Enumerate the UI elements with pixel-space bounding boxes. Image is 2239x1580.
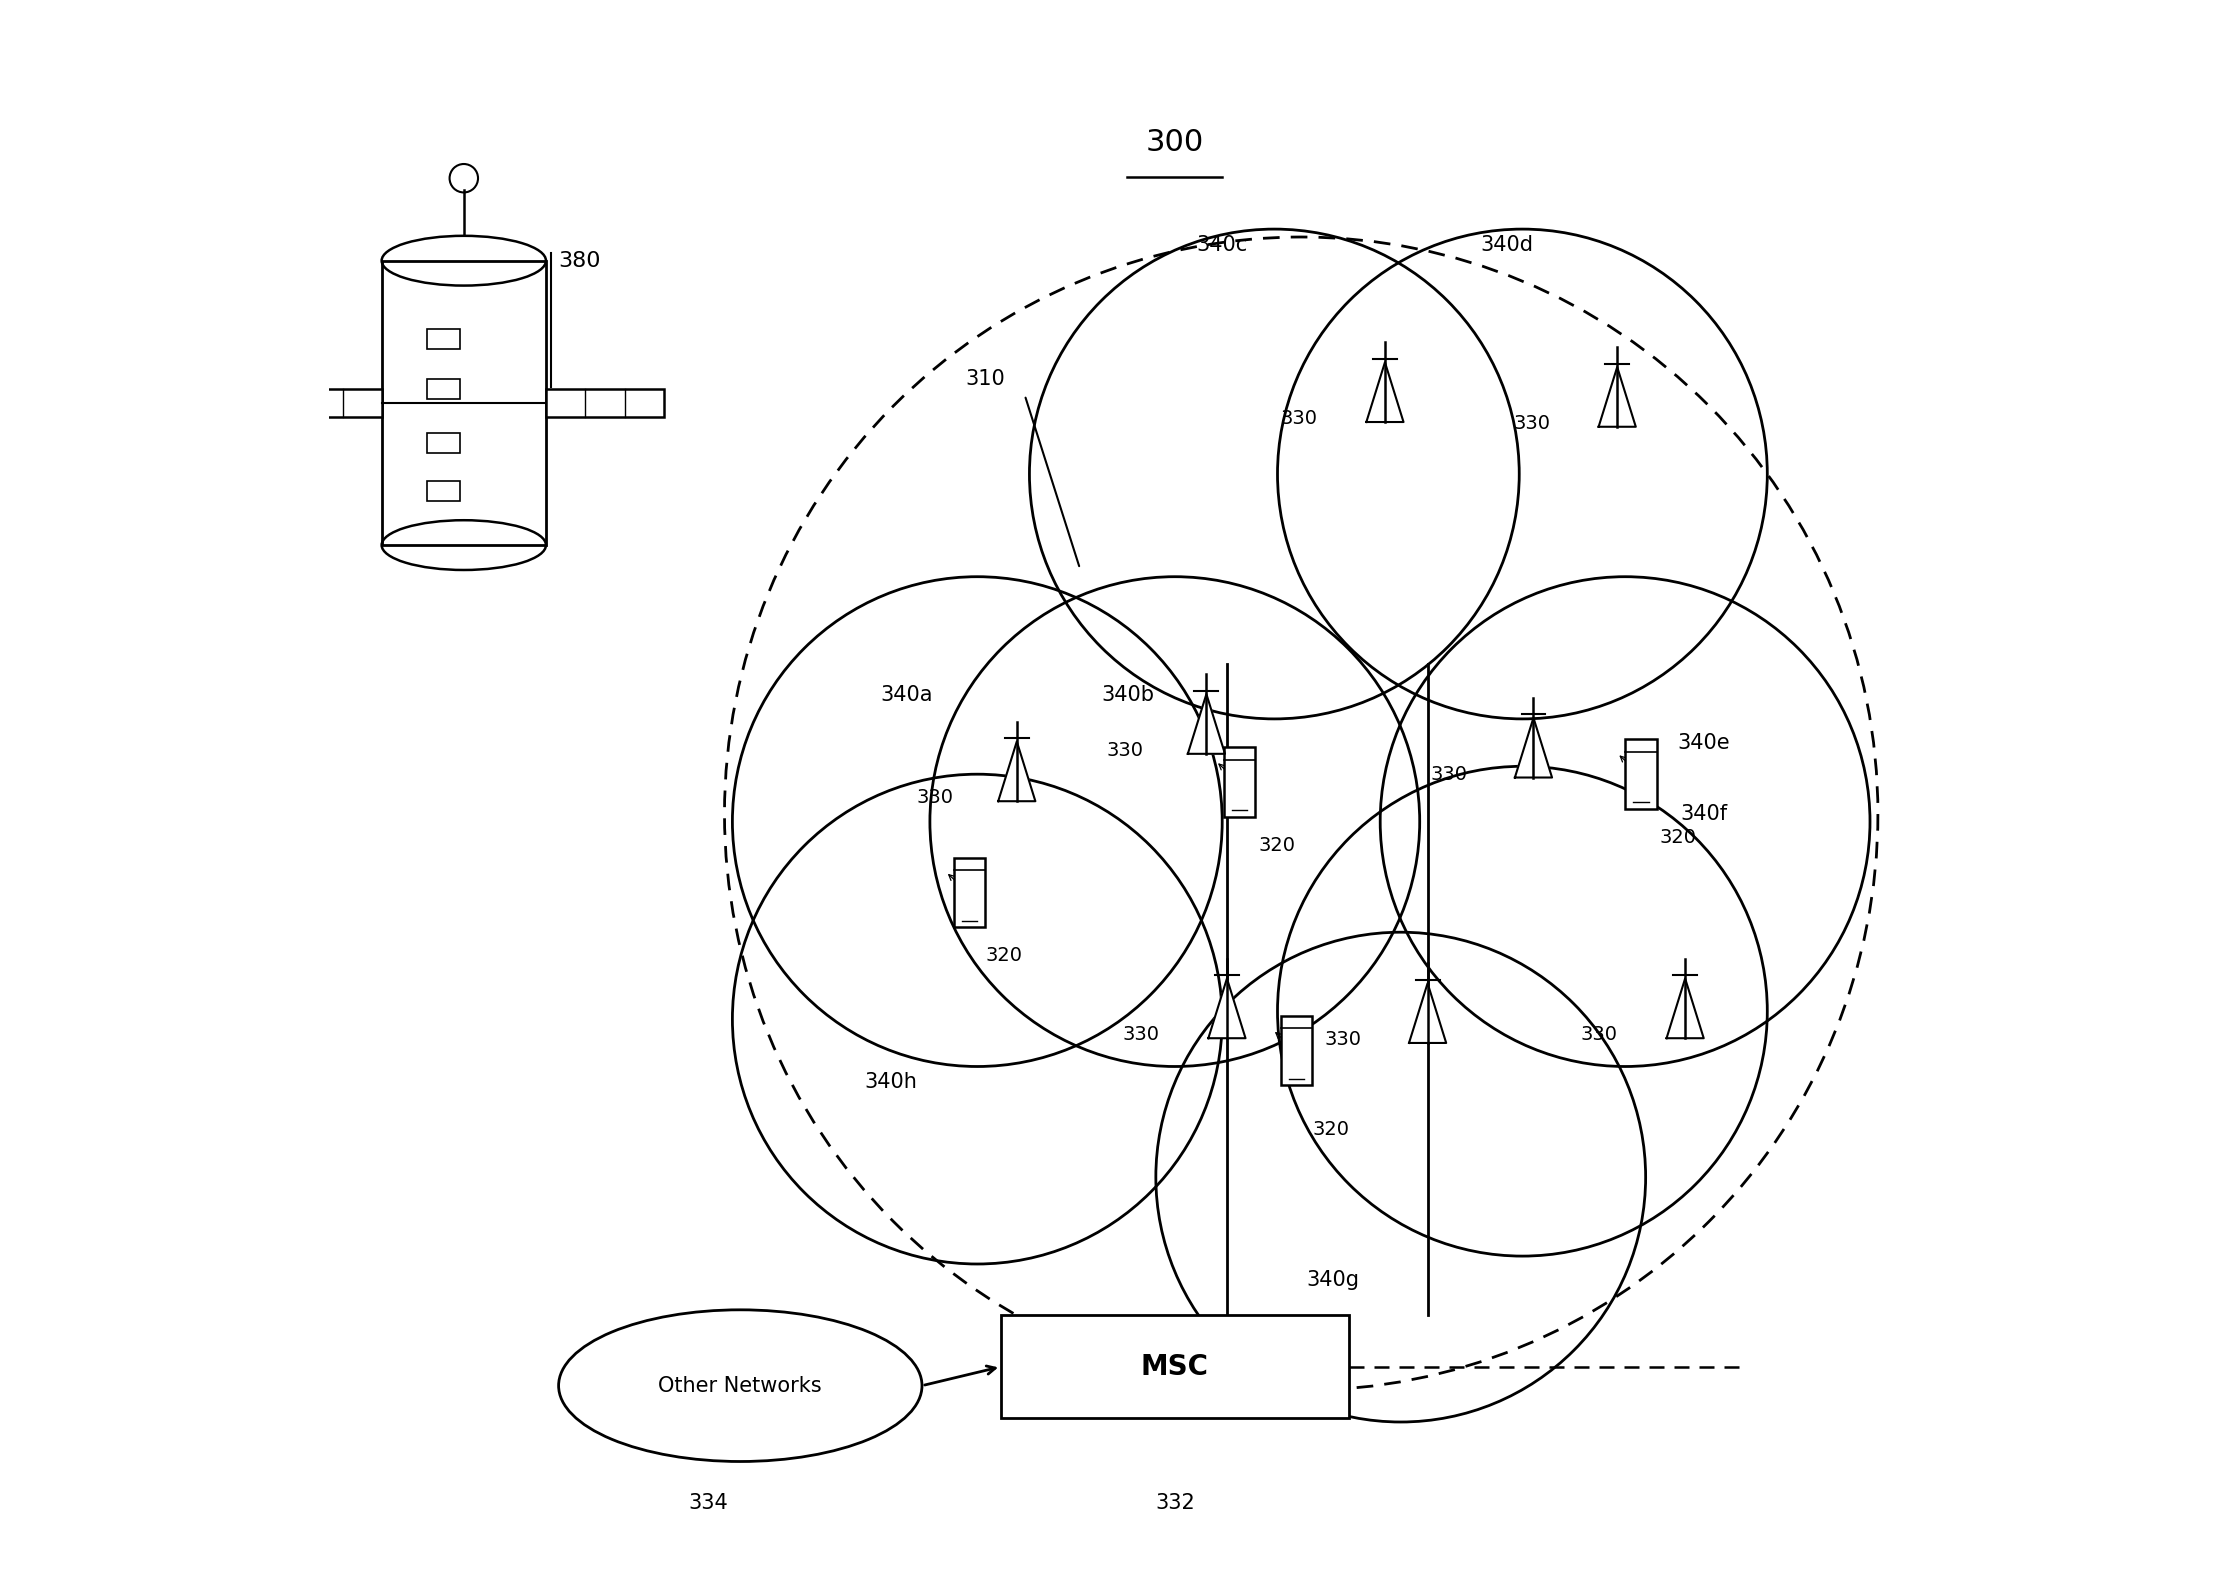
- Polygon shape: [999, 741, 1034, 801]
- Bar: [1626, 739, 1657, 809]
- Text: 330: 330: [1431, 765, 1467, 784]
- Text: Other Networks: Other Networks: [658, 1376, 822, 1395]
- Bar: [428, 433, 459, 453]
- Bar: [1281, 1016, 1312, 1085]
- Text: MSC: MSC: [1142, 1352, 1209, 1381]
- Bar: [546, 389, 665, 417]
- Polygon shape: [1666, 978, 1704, 1038]
- Polygon shape: [1189, 694, 1225, 754]
- Bar: [428, 379, 459, 398]
- Bar: [1225, 747, 1256, 817]
- Text: 330: 330: [1581, 1025, 1617, 1044]
- Text: 340b: 340b: [1102, 686, 1153, 705]
- Bar: [381, 261, 546, 545]
- Text: 334: 334: [690, 1493, 728, 1514]
- Bar: [954, 858, 985, 927]
- Text: 330: 330: [916, 788, 954, 807]
- Bar: [1001, 1315, 1348, 1419]
- Bar: [264, 389, 381, 417]
- Text: 310: 310: [965, 370, 1005, 389]
- Polygon shape: [1209, 978, 1245, 1038]
- Text: 330: 330: [1323, 1030, 1361, 1049]
- Text: 320: 320: [1312, 1120, 1350, 1139]
- Text: 340h: 340h: [864, 1073, 916, 1092]
- Text: 320: 320: [1659, 828, 1697, 847]
- Text: 340f: 340f: [1681, 804, 1729, 823]
- Text: 320: 320: [1258, 836, 1296, 855]
- Text: 340d: 340d: [1480, 235, 1534, 254]
- Text: 380: 380: [558, 251, 600, 270]
- Text: 330: 330: [1122, 1025, 1160, 1044]
- Polygon shape: [1516, 717, 1552, 777]
- Bar: [428, 329, 459, 349]
- Polygon shape: [1366, 362, 1404, 422]
- Polygon shape: [1599, 367, 1637, 427]
- Text: 332: 332: [1155, 1493, 1196, 1514]
- Text: 320: 320: [985, 946, 1023, 965]
- Polygon shape: [1408, 983, 1446, 1043]
- Bar: [428, 480, 459, 501]
- Text: 340e: 340e: [1677, 733, 1731, 752]
- Text: 300: 300: [1146, 128, 1205, 156]
- Text: 340c: 340c: [1196, 235, 1247, 254]
- Text: 330: 330: [1106, 741, 1144, 760]
- Text: 340g: 340g: [1305, 1270, 1359, 1289]
- Text: 330: 330: [1514, 414, 1552, 433]
- Text: 330: 330: [1281, 409, 1317, 428]
- Text: 340a: 340a: [880, 686, 931, 705]
